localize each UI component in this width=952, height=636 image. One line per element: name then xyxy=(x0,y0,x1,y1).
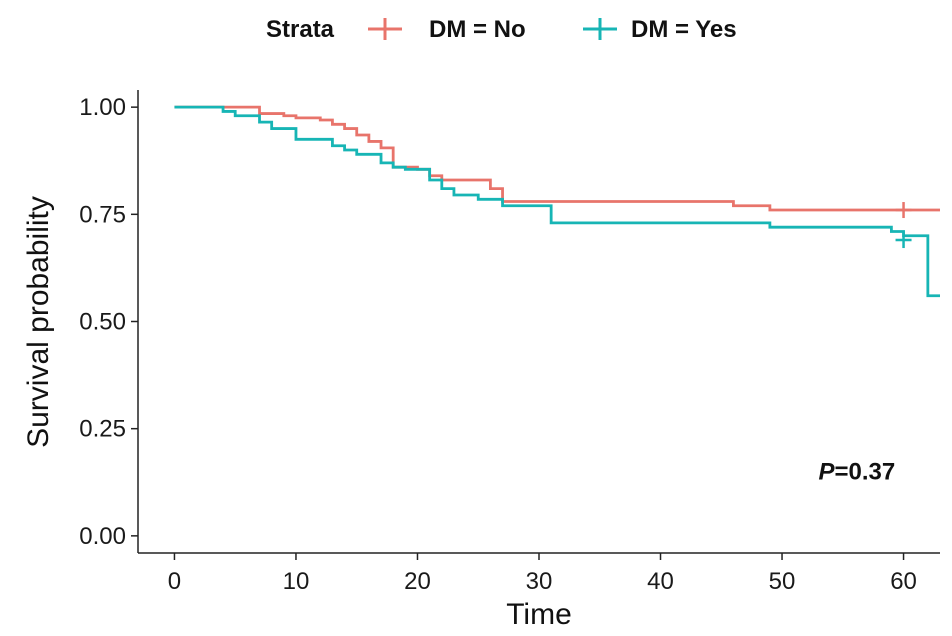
p-value: =0.37 xyxy=(835,459,896,486)
y-tick-label: 0.50 xyxy=(79,309,126,336)
x-tick-label: 10 xyxy=(283,568,310,595)
censor-mark-dm-yes xyxy=(895,232,912,249)
legend-key-dm-yes xyxy=(583,18,617,40)
x-tick-label: 60 xyxy=(890,568,917,595)
series-line-dm-no xyxy=(174,105,940,212)
p-symbol: P xyxy=(818,459,835,486)
series-layer xyxy=(174,105,940,298)
y-axis-title: Survival probability xyxy=(22,196,55,448)
y-tick-label: 0.75 xyxy=(79,201,126,228)
legend-key-dm-no xyxy=(368,18,402,40)
y-tick-label: 1.00 xyxy=(79,94,126,121)
x-tick-label: 40 xyxy=(647,568,674,595)
legend: Strata DM = No DM = Yes xyxy=(266,16,737,43)
x-axis-title: Time xyxy=(506,598,572,631)
x-tick-label: 0 xyxy=(168,568,181,595)
y-ticks: 0.00 0.25 0.50 0.75 1.00 xyxy=(79,94,138,550)
x-tick-label: 30 xyxy=(526,568,553,595)
x-ticks: 0 10 20 30 40 50 60 xyxy=(168,553,917,595)
x-tick-label: 20 xyxy=(404,568,431,595)
censor-mark-dm-no xyxy=(895,202,912,219)
x-tick-label: 50 xyxy=(769,568,796,595)
legend-title: Strata xyxy=(266,16,335,43)
censor-layer xyxy=(895,202,912,249)
y-tick-label: 0.00 xyxy=(79,523,126,550)
legend-label-dm-yes: DM = Yes xyxy=(631,16,737,43)
legend-label-dm-no: DM = No xyxy=(429,16,526,43)
series-line-dm-yes xyxy=(174,105,940,298)
p-value-annotation: P=0.37 xyxy=(818,459,895,486)
y-tick-label: 0.25 xyxy=(79,416,126,443)
